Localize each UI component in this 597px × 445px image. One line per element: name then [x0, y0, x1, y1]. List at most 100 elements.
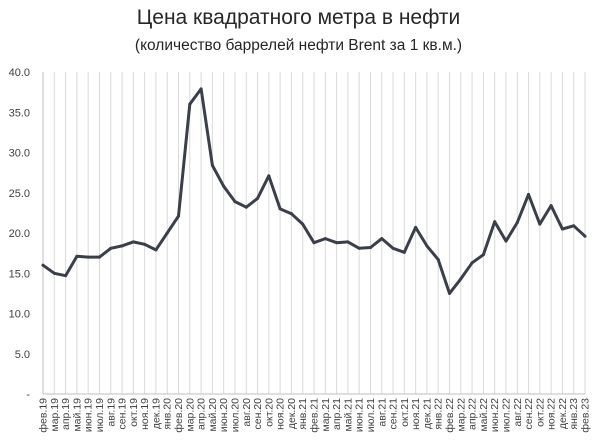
data-point: [154, 248, 158, 252]
y-tick-label: 15.0: [9, 268, 30, 280]
data-point: [64, 274, 68, 278]
x-tick-label: окт.21: [399, 398, 411, 427]
data-point: [75, 254, 79, 258]
x-tick-label: мар.19: [49, 398, 61, 432]
x-tick-label: июн.21: [354, 398, 366, 432]
data-point: [549, 204, 553, 208]
x-tick-label: июн.19: [83, 398, 95, 432]
y-tick-label: 40.0: [9, 67, 30, 79]
data-point: [120, 244, 124, 248]
data-point: [335, 241, 339, 245]
data-point: [436, 258, 440, 262]
data-point: [143, 242, 147, 246]
x-tick-label: янв.23: [568, 398, 580, 430]
x-tick-label: дек.22: [557, 398, 569, 429]
x-tick-label: фев.22: [444, 398, 456, 433]
y-tick-label: 30.0: [9, 148, 30, 160]
data-point: [199, 87, 203, 91]
y-tick-label: -: [26, 389, 30, 401]
y-tick-label: 10.0: [9, 309, 30, 321]
x-tick-label: авг.20: [241, 398, 253, 427]
y-axis: - 5.0 10.0 15.0 20.0 25.0 30.0 35.0 40.0: [9, 67, 44, 401]
x-tick-label: сен.21: [388, 398, 400, 430]
data-point: [380, 237, 384, 241]
data-point: [97, 255, 101, 259]
x-tick-label: фев.19: [38, 398, 50, 433]
data-point: [210, 163, 214, 167]
x-tick-label: янв.22: [433, 398, 445, 430]
data-point: [41, 263, 45, 267]
x-tick-label: мар.22: [455, 398, 467, 432]
data-point: [572, 224, 576, 228]
data-point: [493, 220, 497, 224]
data-point: [131, 240, 135, 244]
data-point: [583, 234, 587, 238]
data-point: [346, 240, 350, 244]
x-tick-label: ноя.22: [546, 398, 558, 430]
data-point: [188, 102, 192, 106]
x-axis: фев.19 мар.19 апр.19 май.19 июн.19 июл.19 авг.…: [38, 393, 592, 433]
x-tick-label: мар.21: [320, 398, 332, 432]
data-point: [402, 250, 406, 254]
data-point: [470, 261, 474, 265]
x-tick-label: дек.20: [286, 398, 298, 429]
data-point: [52, 271, 56, 275]
data-point: [515, 221, 519, 225]
x-tick-label: май.19: [71, 398, 83, 432]
y-tick-label: 25.0: [9, 188, 30, 200]
x-tick-label: окт.22: [534, 398, 546, 427]
x-tick-label: окт.19: [128, 398, 140, 427]
x-tick-label: апр.19: [60, 398, 72, 430]
x-tick-label: июн.20: [218, 398, 230, 432]
x-tick-label: янв.21: [297, 398, 309, 430]
data-point: [368, 245, 372, 249]
x-tick-label: май.21: [342, 398, 354, 432]
data-point: [527, 192, 531, 196]
data-point: [278, 207, 282, 211]
x-tick-label: июн.22: [489, 398, 501, 432]
x-tick-label: июл.22: [500, 398, 512, 432]
data-point: [312, 241, 316, 245]
series: [41, 87, 587, 295]
x-tick-label: май.22: [478, 398, 490, 432]
data-point: [481, 253, 485, 257]
x-tick-label: окт.20: [263, 398, 275, 427]
data-point: [233, 200, 237, 204]
y-tick-label: 20.0: [9, 228, 30, 240]
x-tick-label: апр.20: [196, 398, 208, 430]
x-tick-label: авг.19: [105, 398, 117, 427]
grid-lines: [42, 72, 586, 394]
data-point: [323, 237, 327, 241]
chart-subtitle: (количество баррелей нефти Brent за 1 кв…: [134, 37, 463, 54]
x-tick-label: мар.20: [184, 398, 196, 432]
x-tick-label: май.20: [207, 398, 219, 432]
data-point: [538, 222, 542, 226]
data-point: [222, 184, 226, 188]
x-tick-label: апр.21: [331, 398, 343, 430]
data-point: [448, 291, 451, 295]
data-point: [289, 212, 293, 216]
data-point: [425, 244, 429, 248]
data-point: [357, 246, 361, 250]
x-tick-label: июл.19: [94, 398, 106, 432]
chart-title: Цена квадратного метра в нефти: [136, 6, 461, 29]
x-tick-label: сен.19: [117, 398, 129, 430]
x-tick-label: дек.19: [150, 398, 162, 429]
x-tick-label: апр.22: [467, 398, 479, 430]
data-point: [109, 246, 113, 250]
x-tick-label: фев.20: [173, 398, 185, 433]
y-tick-label: 5.0: [15, 349, 30, 361]
data-point: [86, 255, 90, 259]
x-tick-label: ноя.20: [275, 398, 287, 430]
x-tick-label: фев.21: [309, 398, 321, 433]
data-point: [301, 222, 305, 226]
data-point: [414, 225, 418, 229]
data-point: [459, 277, 463, 281]
data-point: [177, 214, 180, 218]
x-tick-label: ноя.21: [410, 398, 422, 430]
data-point: [560, 227, 564, 231]
data-point: [256, 196, 260, 200]
y-tick-label: 35.0: [9, 107, 30, 119]
x-tick-label: янв.20: [162, 398, 174, 430]
